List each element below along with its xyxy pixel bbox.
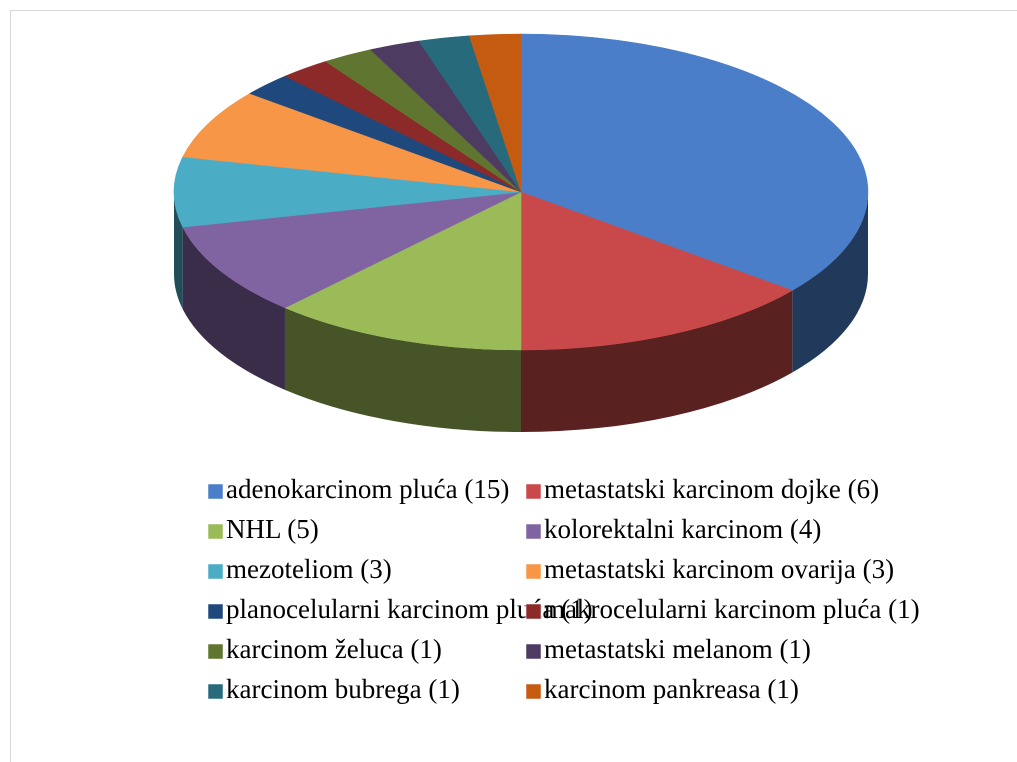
pie-slice-side bbox=[284, 307, 521, 432]
pie-slice-side bbox=[792, 192, 868, 373]
legend-swatch bbox=[207, 563, 224, 580]
legend-swatch bbox=[207, 523, 224, 540]
legend-label: mezoteliom (3) bbox=[226, 554, 392, 584]
legend-swatch bbox=[525, 563, 542, 580]
pie-slice bbox=[520, 33, 869, 291]
legend-label: makrocelularni karcinom pluća (1) bbox=[544, 594, 920, 624]
pie-slice bbox=[182, 191, 522, 309]
legend-label: metastatski karcinom ovarija (3) bbox=[544, 554, 894, 584]
pie-slice bbox=[284, 191, 522, 351]
legend-swatch bbox=[207, 643, 224, 660]
pie-slice bbox=[173, 156, 522, 228]
legend-label: metastatski melanom (1) bbox=[544, 634, 811, 664]
pie-slice-side bbox=[174, 192, 183, 310]
legend-swatch bbox=[525, 643, 542, 660]
legend-label: adenokarcinom pluća (15) bbox=[226, 474, 509, 504]
pie-slice-side bbox=[521, 290, 793, 432]
legend-label: NHL (5) bbox=[226, 514, 319, 544]
legend-label: metastatski karcinom dojke (6) bbox=[544, 474, 879, 504]
legend-swatch bbox=[207, 603, 224, 620]
pie-slice-side bbox=[182, 227, 285, 390]
pie-slice bbox=[182, 93, 522, 193]
chart-border bbox=[10, 10, 1017, 762]
legend-swatch bbox=[525, 603, 542, 620]
legend-label: karcinom pankreasa (1) bbox=[544, 674, 799, 704]
legend-swatch bbox=[207, 683, 224, 700]
legend-label: karcinom bubrega (1) bbox=[226, 674, 460, 704]
legend-swatch bbox=[525, 483, 542, 500]
pie-slice bbox=[520, 191, 793, 351]
legend-label: karcinom želuca (1) bbox=[226, 634, 442, 664]
pie-slice bbox=[468, 33, 522, 193]
legend-swatch bbox=[207, 483, 224, 500]
legend-label: kolorektalni karcinom (4) bbox=[544, 514, 821, 544]
legend-swatch bbox=[525, 683, 542, 700]
legend-swatch bbox=[525, 523, 542, 540]
